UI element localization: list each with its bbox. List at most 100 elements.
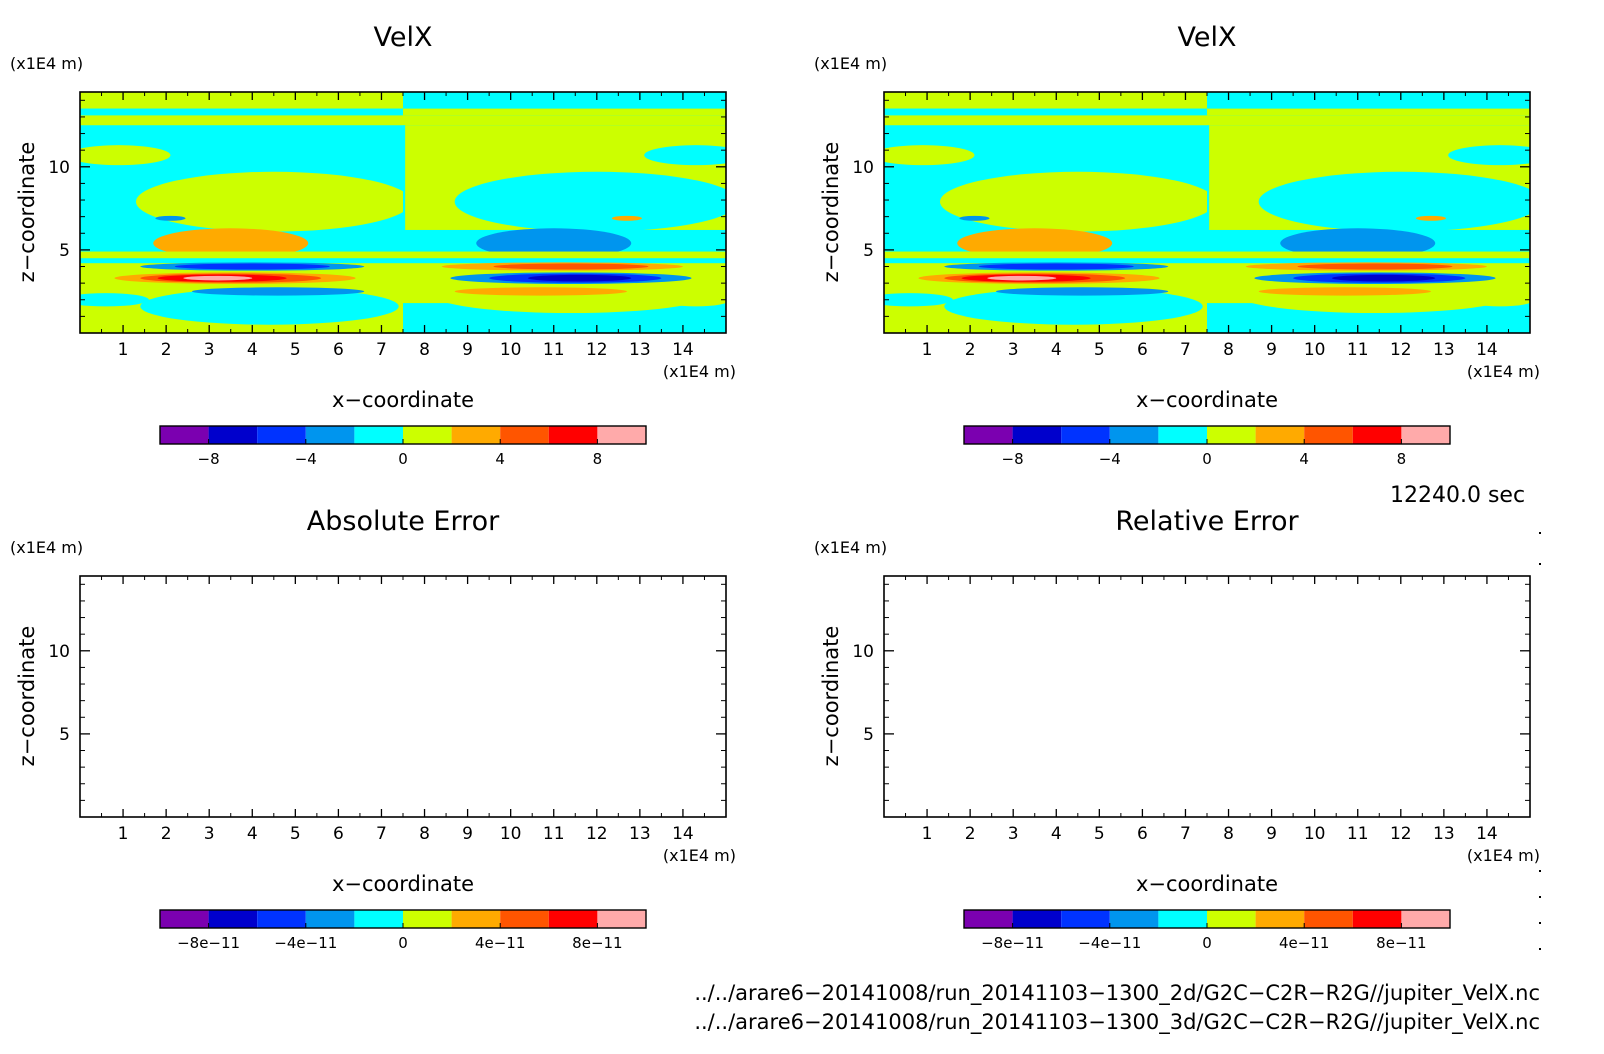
x-tick-label: 7 — [1180, 340, 1191, 360]
time-label: 12240.0 sec — [1390, 483, 1526, 508]
x-tick-label: 10 — [1304, 824, 1326, 844]
colorbar-tick-label: −8e−11 — [981, 934, 1044, 952]
colorbar-tick-label: 4 — [495, 450, 505, 468]
colorbar-swatch — [597, 426, 646, 444]
x-axis-label: x−coordinate — [1136, 872, 1278, 896]
colorbar-tick-label: 0 — [1202, 934, 1212, 952]
colorbar-swatch — [257, 426, 306, 444]
panel-title: Relative Error — [1115, 506, 1299, 537]
colorbar-swatch — [354, 910, 403, 928]
contour-blob — [80, 145, 171, 166]
x-tick-label: 6 — [1137, 340, 1148, 360]
colorbar-swatch — [548, 426, 598, 444]
colorbar-swatch — [305, 426, 355, 444]
colorbar-swatch — [1207, 910, 1256, 928]
colorbar-swatch — [1255, 910, 1305, 928]
x-tick-label: 8 — [419, 824, 430, 844]
x-tick-label: 10 — [1304, 340, 1326, 360]
contour-blob — [1297, 263, 1453, 270]
contour-blob — [80, 293, 149, 307]
x-tick-label: 4 — [247, 824, 258, 844]
x-unit-label: (x1E4 m) — [1467, 362, 1540, 381]
colorbar-swatch — [1352, 426, 1402, 444]
contour-band — [884, 92, 1207, 109]
x-tick-label: 6 — [333, 340, 344, 360]
y-axis-label: z−coordinate — [819, 142, 843, 283]
contour-band — [884, 108, 1207, 116]
colorbar-swatch — [160, 910, 209, 928]
x-tick-label: 3 — [204, 824, 215, 844]
y-axis-label: z−coordinate — [15, 626, 39, 767]
y-axis-label: z−coordinate — [15, 142, 39, 283]
x-tick-label: 6 — [333, 824, 344, 844]
contour-band — [80, 258, 726, 264]
contour-blob — [995, 287, 1169, 296]
colorbar-swatch — [1158, 910, 1207, 928]
colorbar-swatch — [964, 426, 1013, 444]
colorbar-swatch — [305, 910, 355, 928]
x-tick-label: 12 — [586, 340, 608, 360]
contour-blob — [1415, 215, 1447, 221]
x-axis-label: x−coordinate — [1136, 388, 1278, 412]
colorbar-swatch — [451, 426, 501, 444]
contour-blob — [939, 171, 1216, 232]
contour-field — [884, 92, 1530, 333]
x-tick-label: 4 — [1051, 824, 1062, 844]
contour-band — [884, 266, 1530, 272]
marker-dot — [1539, 922, 1541, 924]
colorbar-swatch — [1304, 426, 1353, 444]
x-tick-label: 8 — [1223, 824, 1234, 844]
colorbar-swatch — [1012, 426, 1062, 444]
contour-field — [80, 92, 726, 333]
contour-blob — [476, 228, 632, 259]
colorbar-swatch — [1207, 426, 1256, 444]
colorbar-swatch — [160, 426, 209, 444]
x-tick-label: 11 — [1347, 824, 1369, 844]
contour-band — [403, 92, 726, 109]
colorbar-tick-label: 8e−11 — [572, 934, 622, 952]
colorbar-swatch — [1352, 910, 1402, 928]
y-tick-label: 10 — [48, 642, 70, 662]
x-tick-label: 12 — [1390, 340, 1412, 360]
contour-blob — [1331, 274, 1436, 282]
colorbar-tick-label: −4 — [1099, 450, 1121, 468]
contour-blob — [493, 263, 649, 270]
marker-dot — [1539, 532, 1541, 534]
panel-relative-error: Relative Error(x1E4 m)1 2 3 4 5 6 7 8 9 10 11 12 13 1… — [814, 506, 1540, 952]
colorbar-swatch — [500, 426, 549, 444]
colorbar-tick-label: 4e−11 — [1279, 934, 1329, 952]
x-tick-label: 7 — [376, 340, 387, 360]
contour-band — [80, 266, 726, 272]
z-unit-label: (x1E4 m) — [814, 54, 887, 73]
contour-blob — [978, 263, 1134, 270]
contour-blob — [1280, 228, 1436, 259]
colorbar-swatch — [1304, 910, 1353, 928]
footer-path-3d: ../../arare6−20141008/run_20141103−1300_… — [694, 1010, 1540, 1034]
colorbar-tick-label: 8 — [1397, 450, 1407, 468]
x-tick-label: 5 — [1094, 824, 1105, 844]
contour-blob — [944, 288, 1203, 325]
marker-dot — [1539, 896, 1541, 898]
contour-band — [403, 125, 406, 230]
x-tick-label: 4 — [1051, 340, 1062, 360]
colorbar-swatch — [1158, 426, 1207, 444]
colorbar-swatch — [1109, 426, 1159, 444]
colorbar-swatch — [208, 426, 258, 444]
z-unit-label: (x1E4 m) — [10, 54, 83, 73]
x-tick-label: 1 — [118, 824, 129, 844]
marker-dot — [1539, 948, 1541, 950]
y-tick-label: 5 — [863, 241, 874, 261]
y-tick-label: 10 — [852, 158, 874, 178]
x-tick-label: 7 — [376, 824, 387, 844]
contour-band — [80, 115, 726, 126]
panel-absolute-error: Absolute Error(x1E4 m)1 2 3 4 5 6 7 8 9 10 11 12 13 1… — [10, 506, 736, 952]
colorbar-swatch — [1061, 426, 1110, 444]
x-unit-label: (x1E4 m) — [663, 846, 736, 865]
contour-blob — [987, 275, 1057, 281]
contour-blob — [454, 287, 627, 296]
y-tick-label: 5 — [59, 241, 70, 261]
panel-title: VelX — [374, 22, 433, 53]
colorbar-tick-label: −4e−11 — [1078, 934, 1141, 952]
x-tick-label: 14 — [672, 824, 694, 844]
